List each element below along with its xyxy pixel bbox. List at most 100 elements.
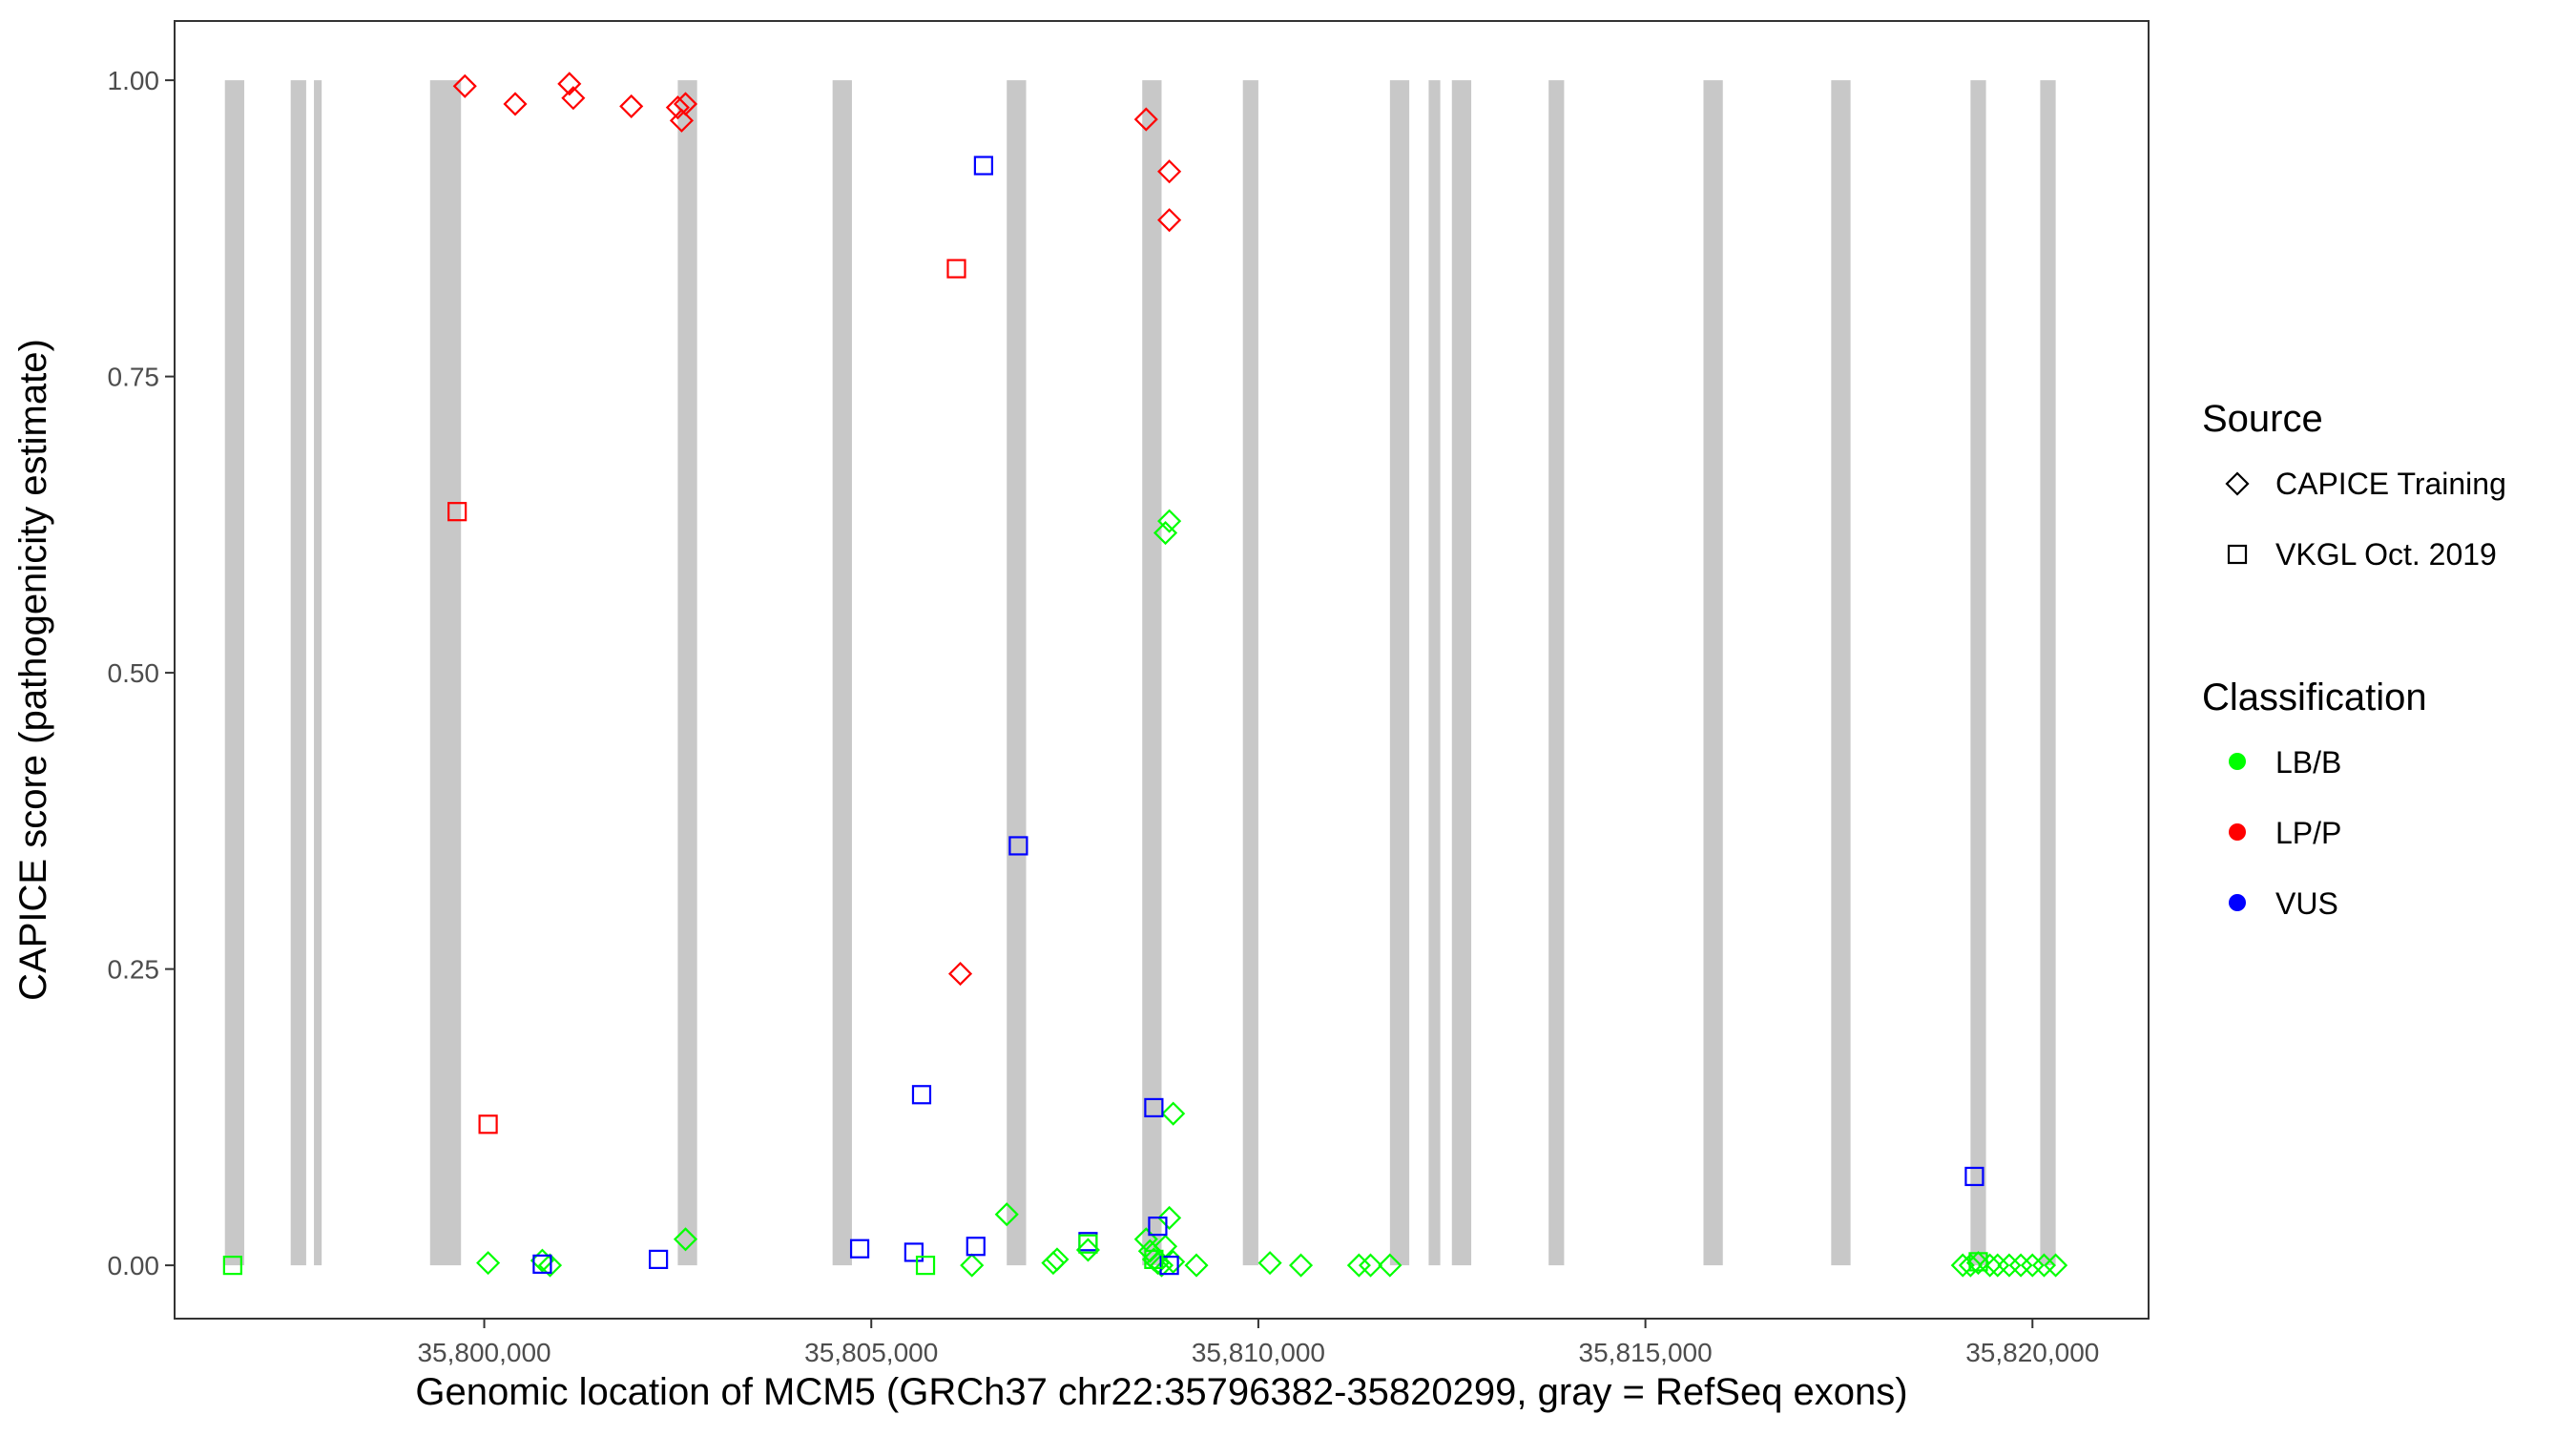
legend-classification-title: Classification	[2202, 676, 2427, 718]
legend-source-title: Source	[2202, 398, 2323, 440]
x-tick-label: 35,815,000	[1579, 1338, 1713, 1367]
diamond-point-lbb	[1288, 1253, 1314, 1278]
data-points	[222, 72, 2068, 1278]
legend-key-square-icon	[2227, 544, 2248, 565]
diamond-point-lpp	[503, 92, 528, 116]
y-tick-label: 1.00	[108, 66, 160, 95]
diamond-point-lbb	[2044, 1253, 2068, 1278]
square-point-lbb	[1078, 1234, 1098, 1254]
square-point-vus	[1159, 1256, 1179, 1276]
legend-label-capice-training: CAPICE Training	[2275, 467, 2506, 501]
exon-band	[832, 80, 852, 1266]
diamond-point-lbb	[1184, 1253, 1209, 1278]
square-point-vus	[649, 1249, 669, 1269]
diamond-point-lbb	[1346, 1253, 1371, 1278]
exon-band	[1142, 80, 1162, 1266]
diamond-point-lbb	[1997, 1253, 2022, 1278]
square-point-vus	[532, 1254, 552, 1274]
diamond-point-lpp	[619, 94, 644, 118]
x-tick-label: 35,805,000	[804, 1338, 938, 1367]
legend-key-vus-dot	[2229, 894, 2246, 911]
square-point-lpp	[478, 1114, 498, 1134]
square-point-lbb	[915, 1256, 936, 1276]
exon-bands	[224, 80, 2056, 1266]
square-point-vus	[849, 1238, 870, 1259]
exon-band	[1703, 80, 1723, 1266]
exon-band	[677, 80, 697, 1266]
diamond-point-lbb	[1958, 1253, 1983, 1278]
diamond-point-lbb	[1045, 1247, 1070, 1272]
exon-band	[290, 80, 306, 1266]
x-axis-title: Genomic location of MCM5 (GRCh37 chr22:3…	[415, 1371, 1907, 1413]
diamond-point-lbb	[1985, 1253, 2010, 1278]
y-axis-title: CAPICE score (pathogenicity estimate)	[12, 339, 54, 1001]
diamond-point-lpp	[669, 108, 695, 133]
diamond-point-lpp	[557, 72, 582, 96]
diamond-point-lbb	[530, 1248, 554, 1273]
exon-band	[1451, 80, 1472, 1266]
exon-band	[1428, 80, 1441, 1266]
exon-band	[1831, 80, 1851, 1266]
square-point-lpp	[946, 259, 966, 279]
exon-band	[1970, 80, 1986, 1266]
diamond-point-lbb	[994, 1202, 1019, 1227]
exon-band	[224, 80, 245, 1266]
y-tick-label: 0.75	[108, 363, 160, 392]
square-point-vus	[1008, 836, 1028, 856]
diamond-point-lbb	[1075, 1238, 1100, 1262]
diamond-point-lbb	[537, 1253, 563, 1278]
square-point-vus	[1148, 1217, 1168, 1237]
square-point-vus	[1964, 1166, 1984, 1187]
square-point-lbb	[222, 1256, 242, 1276]
y-tick-label: 0.50	[108, 658, 160, 688]
plot-panel-border	[174, 20, 2150, 1320]
legend: Source CAPICE Training VKGL Oct. 2019 Cl…	[2202, 398, 2506, 921]
diamond-point-lbb	[1978, 1253, 2003, 1278]
legend-label-vkgl: VKGL Oct. 2019	[2275, 537, 2497, 572]
diamond-point-lbb	[1157, 509, 1182, 533]
diamond-point-lpp	[1157, 208, 1182, 233]
square-point-lpp	[447, 502, 467, 522]
diamond-point-lbb	[960, 1253, 985, 1278]
diamond-point-lbb	[1153, 520, 1178, 546]
square-point-vus	[904, 1242, 924, 1262]
diamond-point-lpp	[665, 95, 690, 120]
square-point-vus	[911, 1085, 932, 1105]
exon-band	[1548, 80, 1565, 1266]
diamond-point-lbb	[1359, 1253, 1383, 1278]
legend-label-lbb: LB/B	[2275, 745, 2341, 780]
exon-band	[1007, 80, 1027, 1266]
diamond-point-lbb	[1157, 1205, 1182, 1230]
y-tick-label: 0.00	[108, 1251, 160, 1280]
square-point-lbb	[1968, 1252, 1988, 1272]
exon-band	[429, 80, 462, 1266]
legend-label-vus: VUS	[2275, 886, 2338, 921]
x-tick-label: 35,820,000	[1965, 1338, 2099, 1367]
diamond-point-lbb	[1161, 1101, 1186, 1126]
diamond-point-lpp	[452, 73, 477, 98]
legend-key-lbb-dot	[2229, 753, 2246, 770]
exon-band	[1389, 80, 1410, 1266]
diamond-point-lbb	[2020, 1253, 2045, 1278]
diamond-point-lpp	[561, 86, 586, 111]
square-point-vus	[1144, 1097, 1164, 1118]
exon-band	[1242, 80, 1258, 1266]
diamond-point-lbb	[673, 1227, 698, 1252]
diamond-point-lbb	[476, 1251, 501, 1276]
diamond-point-lpp	[1157, 159, 1182, 184]
diamond-point-lpp	[1133, 107, 1158, 132]
diamond-point-lbb	[1257, 1251, 1282, 1276]
axes: 35,800,000 35,805,000 35,810,000 35,815,000…	[108, 66, 2100, 1367]
diamond-point-lpp	[947, 962, 973, 987]
diamond-point-lbb	[2008, 1253, 2033, 1278]
diamond-point-lbb	[2031, 1253, 2057, 1278]
x-tick-label: 35,800,000	[417, 1338, 551, 1367]
exon-band	[314, 80, 322, 1266]
exon-band	[2040, 80, 2056, 1266]
x-tick-label: 35,810,000	[1192, 1338, 1325, 1367]
legend-key-diamond-icon	[2225, 471, 2250, 496]
square-point-lbb	[1144, 1249, 1164, 1269]
diamond-point-lbb	[1161, 1249, 1186, 1274]
legend-label-lpp: LP/P	[2275, 816, 2341, 850]
